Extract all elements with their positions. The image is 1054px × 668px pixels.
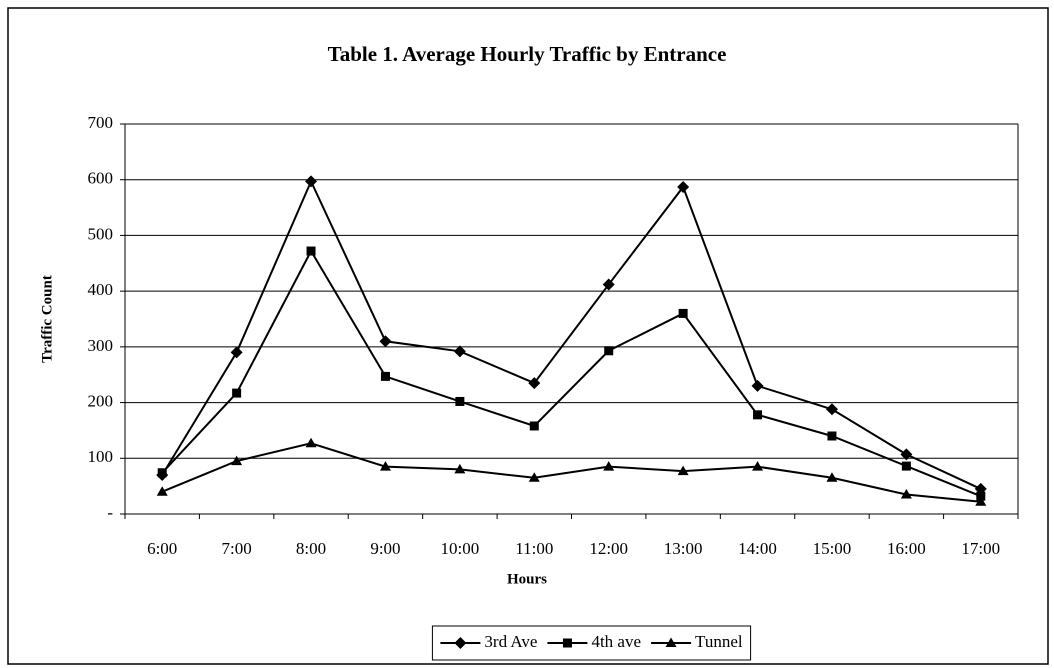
x-tick-label: 8:00 [296,539,326,558]
marker [752,461,764,471]
marker [753,410,763,420]
marker [157,468,167,478]
marker [562,638,572,648]
marker [826,472,838,482]
marker [604,346,614,356]
marker [232,388,242,398]
x-tick-label: 15:00 [813,539,852,558]
legend-label: 3rd Ave [484,632,537,651]
x-axis-title: Hours [507,571,547,587]
marker [665,637,677,647]
marker [305,437,317,448]
y-tick-label: 300 [88,336,114,355]
x-tick-label: 12:00 [589,539,628,558]
marker [156,486,168,496]
x-tick-label: 11:00 [515,539,553,558]
marker [678,308,688,318]
y-axis-title: Traffic Count [39,275,55,363]
x-tick-label: 13:00 [664,539,703,558]
marker [751,379,764,392]
marker [677,180,690,193]
x-tick-label: 7:00 [222,539,252,558]
marker [603,461,615,471]
y-tick-label: 100 [88,447,114,466]
marker [976,491,986,501]
x-tick-label: 17:00 [961,539,1000,558]
chart-title: Table 1. Average Hourly Traffic by Entra… [328,42,727,66]
marker [231,455,243,466]
marker [900,489,912,499]
y-tick-label: 400 [88,280,114,299]
y-tick-label: - [107,503,113,522]
marker [528,377,541,390]
legend-label: Tunnel [695,632,743,651]
x-tick-label: 10:00 [441,539,480,558]
marker [455,396,465,406]
marker [901,461,911,471]
marker [677,465,689,476]
x-tick-label: 6:00 [147,539,177,558]
marker [528,472,540,482]
marker [454,463,466,474]
y-tick-label: 200 [88,391,114,410]
marker [827,431,837,441]
marker [379,335,392,348]
marker [900,448,913,461]
x-tick-label: 16:00 [887,539,926,558]
marker [825,403,838,416]
marker [453,345,466,358]
x-tick-label: 14:00 [738,539,777,558]
marker [306,246,316,256]
marker [230,346,243,359]
marker [529,421,539,431]
y-tick-label: 500 [88,224,114,243]
chart-border [7,7,1049,665]
x-tick-label: 9:00 [370,539,400,558]
legend-box [431,625,752,661]
marker [602,278,615,291]
legend: 3rd Ave 4th ave Tunnel [431,625,752,661]
series-line [161,178,982,490]
marker [305,175,318,188]
y-tick-label: 600 [88,169,114,188]
legend-label: 4th ave [591,632,641,651]
series-line [161,248,982,498]
marker [454,637,467,649]
marker [380,371,390,381]
series-line [161,442,981,503]
y-tick-label: 700 [88,113,114,132]
marker [379,461,391,471]
marker [975,496,987,506]
